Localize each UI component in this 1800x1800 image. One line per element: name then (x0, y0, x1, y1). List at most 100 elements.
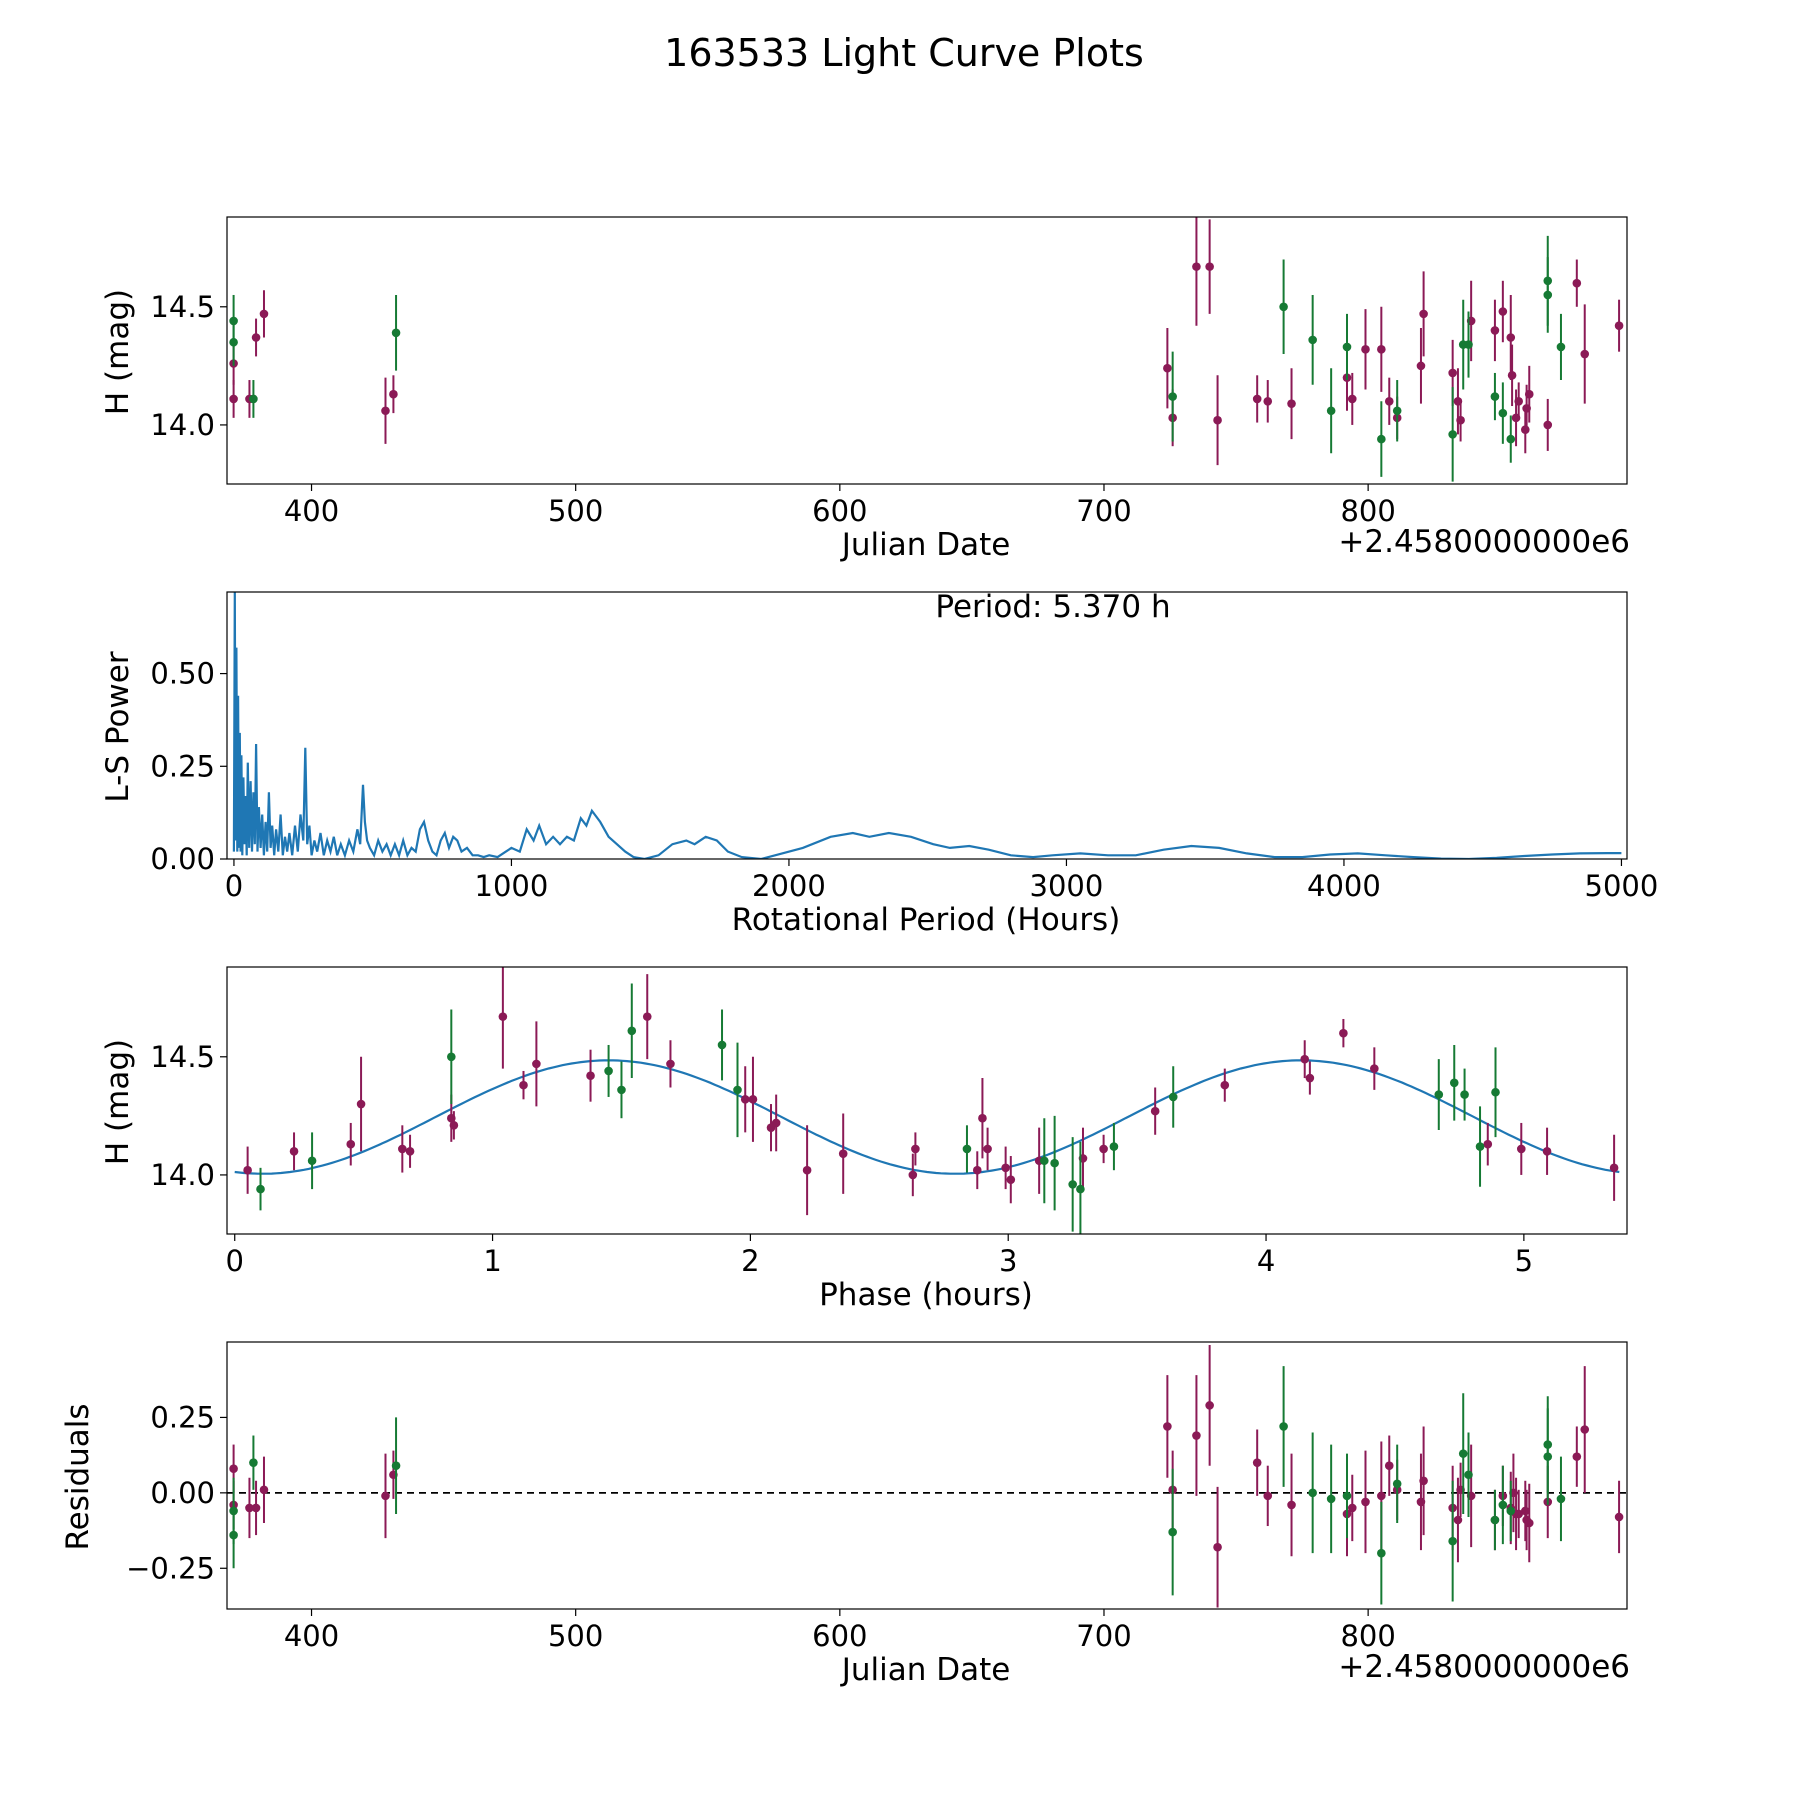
lightcurve-y-tick-label: 14.0 (150, 408, 215, 442)
phased-x-tick-label: 0 (226, 1244, 244, 1278)
r-band-point (1213, 415, 1222, 425)
r-band-point (1263, 397, 1273, 406)
g-band-point (1464, 340, 1473, 349)
r-band-point (1453, 1515, 1463, 1525)
r-band-point (1163, 363, 1172, 373)
g-band-point (733, 1085, 742, 1095)
r-band-point (259, 1485, 269, 1495)
r-band-point (1163, 1422, 1172, 1431)
periodogram-plot-area (232, 592, 1622, 859)
r-band-point (251, 333, 261, 342)
residuals-y-tick-label: 0.00 (150, 1476, 215, 1510)
g-band-point (447, 1052, 456, 1062)
phased-x-tick-label: 3 (999, 1244, 1017, 1278)
g-band-point (1498, 1500, 1508, 1510)
r-band-point (405, 1147, 415, 1156)
g-band-point (256, 1184, 265, 1194)
lightcurve-x-offset-label: +2.4580000000e6 (1338, 524, 1630, 560)
r-band-point (243, 1165, 252, 1175)
r-band-point (740, 1095, 750, 1104)
g-band-point (1543, 1452, 1553, 1461)
r-band-point (259, 309, 269, 319)
residuals-x-axis-label: Julian Date (840, 1652, 1011, 1688)
periodogram-x-tick-label: 4000 (1307, 869, 1381, 903)
g-band-point (1050, 1158, 1059, 1168)
r-band-point (1205, 1401, 1214, 1410)
lightcurve-x-tick-label: 700 (1076, 494, 1131, 528)
lightcurve-plot-area (229, 217, 1624, 482)
r-band-point (666, 1059, 675, 1069)
r-band-point (1507, 371, 1517, 380)
residuals-y-axis-label: Residuals (60, 1403, 96, 1550)
r-band-point (838, 1149, 848, 1158)
r-band-point (1384, 1461, 1394, 1470)
r-band-point (356, 1099, 366, 1109)
r-band-point (251, 1503, 261, 1513)
periodogram-x-tick-label: 1000 (475, 869, 549, 903)
r-band-point (1580, 1425, 1590, 1434)
g-band-point (1068, 1180, 1077, 1189)
phased-x-tick-label: 5 (1515, 1244, 1533, 1278)
residuals-axes-frame (226, 1341, 1628, 1610)
g-band-point (1342, 342, 1352, 352)
residuals-x-tick-label: 400 (284, 1619, 339, 1653)
lightcurve-panel: Julian Date +2.4580000000e6 H (mag) 400 5… (100, 216, 1630, 563)
r-band-point (245, 1503, 254, 1513)
r-band-point (289, 1147, 299, 1156)
r-band-point (532, 1059, 541, 1069)
r-band-point (1192, 262, 1201, 271)
residuals-y-tick-label: −0.25 (126, 1551, 215, 1585)
g-band-point (1543, 290, 1553, 300)
g-band-point (249, 394, 258, 404)
r-band-point (1361, 345, 1370, 354)
g-band-point (1464, 1470, 1473, 1480)
lightcurve-y-axis-label: H (mag) (100, 289, 136, 415)
g-band-point (1308, 335, 1317, 345)
r-band-point (498, 1012, 508, 1021)
r-band-point (972, 1165, 982, 1175)
g-band-point (1448, 1536, 1457, 1546)
periodogram-panel: Period: 5.370 h Rotational Period (Hours… (100, 589, 1658, 938)
g-band-point (962, 1144, 972, 1154)
r-band-point (519, 1080, 528, 1090)
r-band-point (1252, 394, 1262, 404)
g-band-point (617, 1085, 626, 1095)
r-band-point (1416, 361, 1426, 371)
phased-x-axis-label: Phase (hours) (819, 1277, 1033, 1313)
phased-y-tick-label: 14.5 (150, 1040, 215, 1074)
g-band-point (1490, 1515, 1500, 1525)
period-annotation: Period: 5.370 h (935, 589, 1170, 625)
lightcurve-y-tick-label: 14.5 (150, 290, 215, 324)
lightcurve-x-tick-label: 400 (284, 494, 339, 528)
r-band-point (1263, 1491, 1273, 1501)
g-band-point (1506, 1506, 1516, 1516)
r-band-point (586, 1071, 595, 1080)
r-band-point (1006, 1175, 1016, 1184)
residuals-x-tick-label: 500 (548, 1619, 603, 1653)
g-band-point (1377, 1548, 1386, 1558)
r-band-point (748, 1095, 758, 1104)
r-band-point (1287, 1500, 1296, 1510)
residuals-x-tick-label: 800 (1340, 1619, 1395, 1653)
g-band-point (1168, 392, 1177, 401)
g-band-point (1168, 1527, 1177, 1537)
r-band-point (1150, 1106, 1160, 1116)
r-band-point (1572, 278, 1582, 288)
r-band-point (1205, 262, 1214, 271)
r-band-point (802, 1165, 812, 1175)
r-band-point (1514, 1509, 1523, 1519)
g-band-point (1506, 434, 1516, 444)
r-band-point (1099, 1144, 1108, 1154)
r-band-point (1609, 1163, 1619, 1173)
r-band-point (1490, 326, 1500, 335)
periodogram-x-tick-label: 5000 (1585, 869, 1659, 903)
g-band-point (1458, 1449, 1468, 1458)
r-band-point (1448, 368, 1457, 378)
model-curve (234, 1059, 1620, 1175)
lightcurve-x-tick-label: 600 (812, 494, 867, 528)
g-band-point (717, 1040, 727, 1050)
r-band-point (1543, 420, 1553, 430)
lightcurve-x-tick-label: 500 (548, 494, 603, 528)
r-band-point (1001, 1163, 1010, 1173)
g-band-point (1490, 392, 1500, 401)
